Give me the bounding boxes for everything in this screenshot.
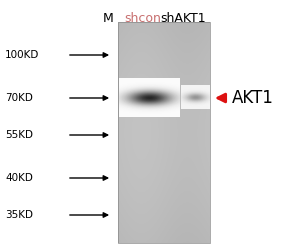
Text: M: M [103, 12, 113, 25]
Text: 35KD: 35KD [5, 210, 33, 220]
Bar [118, 22, 210, 243]
Text: 70KD: 70KD [5, 93, 33, 103]
Text: 100KD: 100KD [5, 50, 39, 60]
Text: shAKT1: shAKT1 [160, 12, 206, 25]
Text: 55KD: 55KD [5, 130, 33, 140]
Text: 40KD: 40KD [5, 173, 33, 183]
Text: shcon: shcon [124, 12, 161, 25]
Text: AKT1: AKT1 [232, 89, 274, 107]
